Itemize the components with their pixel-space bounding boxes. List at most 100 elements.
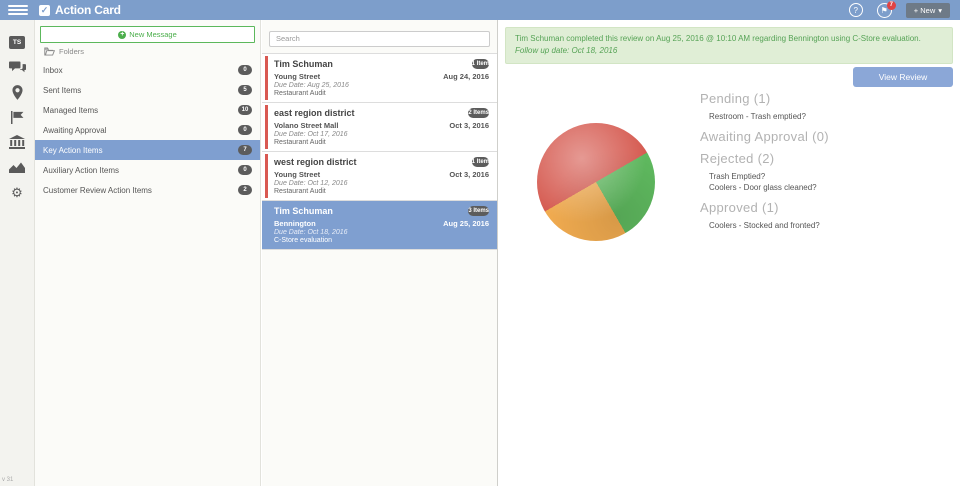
folder-item-label: Customer Review Action Items xyxy=(43,185,152,195)
folder-item-sent-items[interactable]: Sent Items 5 xyxy=(35,80,260,100)
message-item-west-region-district[interactable]: west region district 1 Item Young Street Oc… xyxy=(262,151,497,201)
folder-item-auxiliary-action-items[interactable]: Auxiliary Action Items 0 xyxy=(35,160,260,180)
status-item: Coolers - Door glass cleaned? xyxy=(709,183,817,192)
message-sender: Tim Schuman xyxy=(274,205,333,216)
folder-item-customer-review-action-items[interactable]: Customer Review Action Items 2 xyxy=(35,180,260,200)
folders-panel: + New Message Folders Inbox 0 Sent Items 5 M… xyxy=(35,20,261,486)
message-title-row: Tim Schuman 1 Item xyxy=(274,58,489,69)
folders-header-label: Folders xyxy=(59,47,85,56)
message-subtitle-row: Young Street Oct 3, 2016 xyxy=(274,170,489,179)
banner-line1: Tim Schuman completed this review on Aug… xyxy=(515,34,921,43)
flag-icon[interactable] xyxy=(9,110,26,124)
message-due-date: Due Date: Oct 18, 2016 xyxy=(274,228,348,236)
folder-icon xyxy=(44,47,55,56)
message-subtitle-row: Volano Street Mall Oct 3, 2016 xyxy=(274,121,489,130)
hamburger-menu-icon[interactable] xyxy=(8,3,28,17)
message-date: Oct 3, 2016 xyxy=(449,169,489,179)
user-avatar[interactable]: TS xyxy=(9,36,25,49)
message-items-badge: 3 Items xyxy=(468,205,489,216)
notification-count-badge: 7 xyxy=(886,0,896,10)
folder-count-badge: 5 xyxy=(238,85,252,95)
folder-item-awaiting-approval[interactable]: Awaiting Approval 0 xyxy=(35,120,260,140)
notifications-flag-icon[interactable]: ⚑ 7 xyxy=(876,0,896,18)
help-icon[interactable]: ? xyxy=(848,3,863,17)
view-review-button[interactable]: View Review xyxy=(853,67,953,87)
folder-count-badge: 7 xyxy=(238,145,252,155)
folder-item-label: Awaiting Approval xyxy=(43,125,107,135)
status-group-approved-1: Approved (1) Coolers - Stocked and fronte… xyxy=(700,200,960,231)
new-button-label: + New xyxy=(913,5,936,15)
chevron-down-icon: ▾ xyxy=(938,5,942,15)
status-group-pending-1: Pending (1) Restroom - Trash emptied? xyxy=(700,91,960,122)
status-item: Trash Emptied? xyxy=(709,172,766,181)
status-group-header: Rejected (2) xyxy=(700,151,775,166)
folder-count-badge: 0 xyxy=(238,165,252,175)
message-due-date: Due Date: Oct 12, 2016 xyxy=(274,179,348,187)
search-input[interactable] xyxy=(269,30,490,47)
version-text: v 31 xyxy=(2,477,14,483)
icon-sidebar: TS ⚙ xyxy=(0,20,35,486)
message-audit-type: Restaurant Audit xyxy=(274,138,326,146)
message-date: Aug 25, 2016 xyxy=(443,218,489,228)
status-group-rejected-2: Rejected (2) Trash Emptied? Coolers - Door… xyxy=(700,151,960,193)
message-location: Young Street xyxy=(274,169,321,179)
messages-icon[interactable] xyxy=(8,60,26,74)
new-button[interactable]: + New ▾ xyxy=(905,2,950,18)
message-list: Tim Schuman 1 Item Young Street Aug 24, 201… xyxy=(262,52,497,250)
reports-chart-icon[interactable] xyxy=(9,160,26,174)
status-pie-chart xyxy=(537,123,655,241)
message-title-row: Tim Schuman 3 Items xyxy=(274,205,489,216)
message-date: Oct 3, 2016 xyxy=(449,120,489,130)
message-location: Bennington xyxy=(274,218,316,228)
folder-item-key-action-items[interactable]: Key Action Items 7 xyxy=(35,140,260,160)
status-group-header: Approved (1) xyxy=(700,200,779,215)
checkbox-logo-icon: ✓ xyxy=(39,4,50,16)
folder-list: Inbox 0 Sent Items 5 Managed Items 10 Awaiting… xyxy=(35,60,260,200)
status-list: Pending (1) Restroom - Trash emptied? Awai… xyxy=(700,84,960,231)
folders-header: Folders xyxy=(44,47,260,56)
folder-item-label: Sent Items xyxy=(43,85,82,95)
folder-item-managed-items[interactable]: Managed Items 10 xyxy=(35,100,260,120)
status-item: Restroom - Trash emptied? xyxy=(709,112,806,121)
status-group-header: Pending (1) xyxy=(700,91,771,106)
banner-followup-date: Follow up date: Oct 18, 2016 xyxy=(515,46,618,56)
folder-item-label: Inbox xyxy=(43,65,63,75)
message-location: Young Street xyxy=(274,71,321,81)
folder-item-label: Auxiliary Action Items xyxy=(43,165,120,175)
folder-item-inbox[interactable]: Inbox 0 xyxy=(35,60,260,80)
locations-pin-icon[interactable] xyxy=(9,84,26,100)
status-group-header: Awaiting Approval (0) xyxy=(700,129,829,144)
message-item-tim-schuman[interactable]: Tim Schuman 3 Items Bennington Aug 25, 2016… xyxy=(262,200,497,250)
review-completed-banner: Tim Schuman completed this review on Aug… xyxy=(505,27,953,64)
message-items-badge: 1 Item xyxy=(471,156,489,167)
folder-item-label: Key Action Items xyxy=(43,145,103,155)
new-message-label: New Message xyxy=(129,30,177,39)
top-header: ✓ Action Card ? ⚑ 7 + New ▾ xyxy=(0,0,960,20)
status-group-awaiting-approval-0: Awaiting Approval (0) xyxy=(700,129,960,144)
search-wrap xyxy=(262,20,497,53)
folder-item-label: Managed Items xyxy=(43,105,99,115)
new-message-button[interactable]: + New Message xyxy=(40,26,255,43)
message-items-badge: 1 Item xyxy=(471,58,489,69)
message-item-tim-schuman[interactable]: Tim Schuman 1 Item Young Street Aug 24, 201… xyxy=(262,53,497,103)
message-due-date: Due Date: Oct 17, 2016 xyxy=(274,130,348,138)
folder-count-badge: 0 xyxy=(238,125,252,135)
folder-count-badge: 10 xyxy=(238,105,252,115)
message-sender: Tim Schuman xyxy=(274,58,333,69)
message-items-badge: 2 Items xyxy=(468,107,489,118)
app-logo: ✓ Action Card xyxy=(39,3,121,17)
message-date: Aug 24, 2016 xyxy=(443,71,489,81)
message-due-date: Due Date: Aug 25, 2016 xyxy=(274,81,349,89)
message-subtitle-row: Bennington Aug 25, 2016 xyxy=(274,219,489,228)
organization-bank-icon[interactable] xyxy=(9,135,26,149)
detail-panel: Tim Schuman completed this review on Aug… xyxy=(500,20,960,486)
message-location: Volano Street Mall xyxy=(274,120,339,130)
app-title: Action Card xyxy=(55,3,121,17)
message-audit-type: Restaurant Audit xyxy=(274,187,326,195)
plus-icon: + xyxy=(118,30,127,39)
message-audit-type: Restaurant Audit xyxy=(274,89,326,97)
settings-gear-icon[interactable]: ⚙ xyxy=(11,184,23,200)
message-title-row: east region district 2 Items xyxy=(274,107,489,118)
message-item-east-region-district[interactable]: east region district 2 Items Volano Street… xyxy=(262,102,497,152)
message-sender: east region district xyxy=(274,107,355,118)
